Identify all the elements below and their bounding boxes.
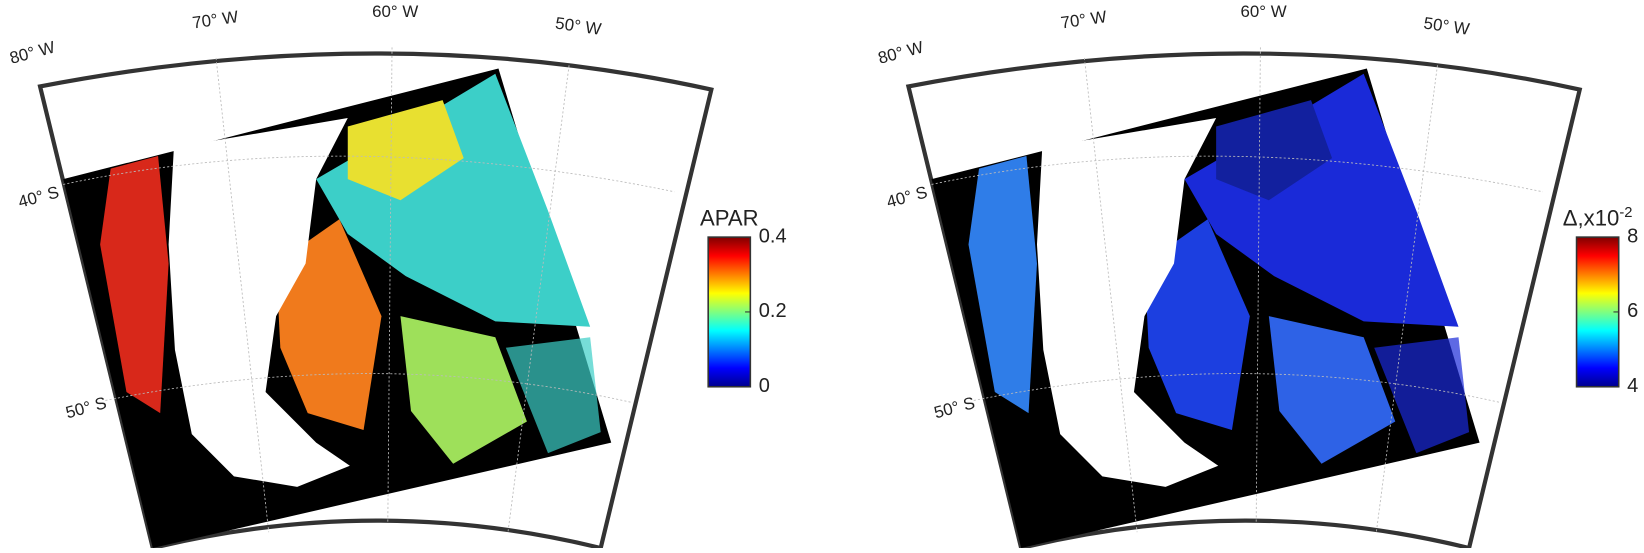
- colorbar-tick-label: 0.4: [759, 225, 787, 247]
- figure: 80° W 70° W 60° W 50° W 40° S 50° S APAR 0 0.2 0.…: [0, 0, 1644, 548]
- latitude-label: 50° S: [64, 393, 109, 422]
- colorbar-title: APAR: [700, 206, 759, 231]
- colorbar: [708, 237, 750, 387]
- longitude-label: 50° W: [554, 14, 602, 39]
- colorbar: [1577, 237, 1619, 387]
- colorbar-tick-label: 8: [1627, 225, 1638, 247]
- longitude-label: 70° W: [1059, 7, 1107, 32]
- map-panel: 80° W 70° W 60° W 50° W 40° S 50° S APAR 0 0.2 0.…: [8, 2, 787, 548]
- colorbar-tick-label: 0.2: [759, 300, 787, 322]
- colorbar-tick-label: 4: [1627, 375, 1638, 397]
- latitude-label: 40° S: [885, 182, 930, 211]
- latitude-label: 50° S: [932, 393, 977, 422]
- longitude-label: 60° W: [372, 2, 418, 21]
- colorbar-tick-label: 0: [759, 375, 770, 397]
- longitude-label: 70° W: [191, 7, 239, 32]
- colorbar-title-text: APAR: [700, 206, 759, 231]
- colorbar-tick-label: 6: [1627, 300, 1638, 322]
- colorbar-title: Δ,x10-2: [1563, 205, 1633, 230]
- map-panel: 80° W 70° W 60° W 50° W 40° S 50° S Δ,x10-2 4 6 8: [876, 2, 1638, 548]
- colorbar-title-text: Δ,x10: [1563, 206, 1620, 231]
- longitude-label: 50° W: [1422, 14, 1470, 39]
- latitude-label: 40° S: [16, 182, 61, 211]
- longitude-label: 60° W: [1241, 2, 1287, 21]
- colorbar-title-exponent: -2: [1619, 205, 1632, 221]
- longitude-label: 80° W: [876, 37, 926, 67]
- longitude-label: 80° W: [8, 37, 58, 67]
